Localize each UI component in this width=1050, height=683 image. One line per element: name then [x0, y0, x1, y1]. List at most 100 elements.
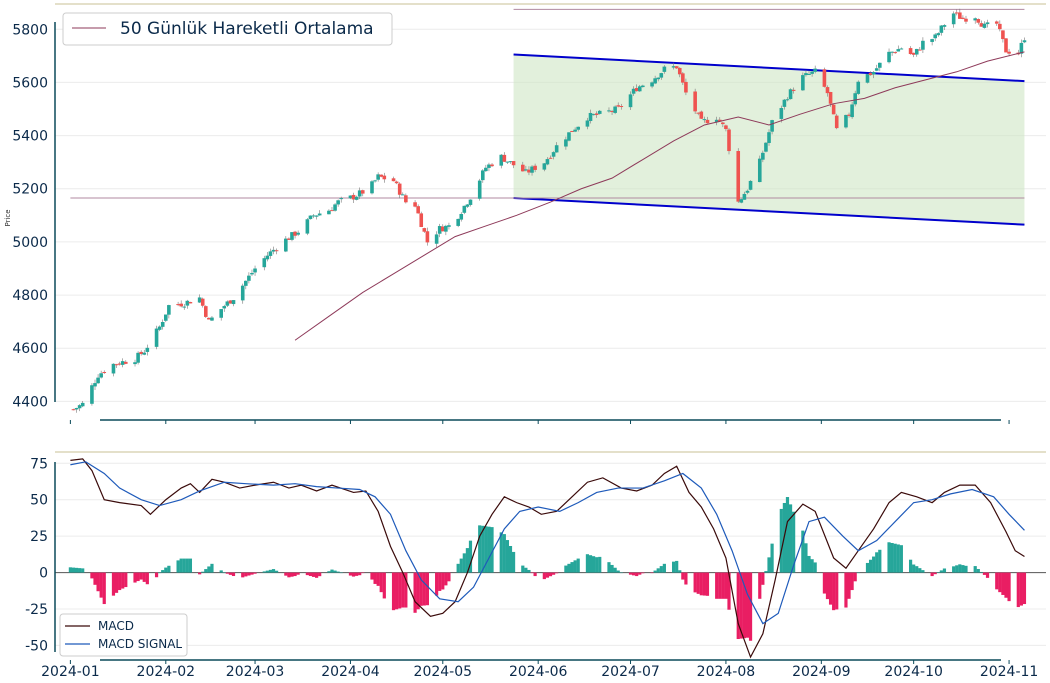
- macd-histogram-bar: [145, 572, 149, 585]
- macd-histogram-bar: [899, 545, 903, 573]
- candle-body: [887, 51, 891, 63]
- macd-legend-box: [59, 613, 188, 657]
- macd-histogram-bar: [918, 568, 922, 573]
- candle-body: [308, 215, 313, 220]
- macd-histogram-bar: [293, 572, 297, 577]
- macd-histogram-bar: [678, 570, 682, 573]
- macd-histogram-bar: [219, 570, 223, 573]
- macd-histogram-bar: [102, 572, 106, 605]
- macd-histogram-bar: [681, 572, 685, 580]
- macd-histogram-bar: [508, 545, 513, 573]
- macd-histogram-bar: [93, 572, 97, 585]
- candle-body: [154, 328, 159, 347]
- macd-histogram-bar: [591, 556, 596, 573]
- candle-body: [610, 111, 614, 113]
- price-tick-label: 4400: [12, 394, 48, 410]
- candle-body: [653, 78, 657, 84]
- candle-body: [524, 169, 528, 171]
- date-tick-label: 2024-05: [414, 664, 473, 680]
- candle-body: [502, 154, 507, 162]
- candle-body: [791, 89, 796, 91]
- candle-body: [404, 195, 408, 203]
- candle-body: [268, 251, 273, 256]
- candle-body: [160, 321, 165, 327]
- candle-body: [874, 68, 879, 71]
- macd-tick-label: 75: [30, 456, 48, 472]
- candle-body: [434, 234, 439, 244]
- macd-histogram-bar: [447, 572, 451, 582]
- candle-body: [71, 409, 76, 411]
- macd-histogram-bar: [228, 572, 233, 575]
- price-tick-label: 5400: [12, 129, 48, 145]
- candle-body: [271, 249, 276, 252]
- macd-histogram-bar: [887, 542, 891, 573]
- candle-body: [484, 167, 488, 172]
- macd-histogram-bar: [533, 572, 537, 577]
- candle-body: [761, 152, 765, 160]
- candle-body: [705, 119, 710, 124]
- candle-body: [554, 145, 559, 153]
- macd-histogram-bar: [801, 530, 805, 573]
- candle-body: [93, 383, 97, 387]
- macd-histogram-bar: [595, 557, 599, 573]
- candle-body: [576, 126, 580, 130]
- candle-body: [588, 112, 593, 122]
- macd-histogram-bar: [287, 572, 291, 578]
- macd-histogram-bar: [416, 572, 420, 610]
- candle-body: [1022, 40, 1027, 43]
- candle-body: [508, 161, 513, 163]
- macd-histogram-bar: [995, 572, 999, 590]
- candle-body: [834, 115, 839, 129]
- candle-body: [145, 347, 150, 352]
- candle-body: [573, 129, 577, 132]
- macd-histogram-bar: [71, 567, 76, 573]
- candle-body: [379, 174, 384, 177]
- macd-histogram-bar: [930, 572, 934, 577]
- candle-body: [228, 300, 233, 304]
- date-axis: 2024-01 2024-02 2024-03 2024-04 2024-05 2024-…: [41, 660, 1038, 680]
- candle-body: [785, 99, 790, 101]
- macd-histogram-bar: [444, 572, 448, 586]
- macd-lines: [70, 458, 1025, 659]
- macd-histogram-bar: [976, 569, 980, 573]
- macd-histogram-bar: [650, 572, 654, 574]
- candle-body: [219, 309, 223, 318]
- candle-body: [437, 226, 442, 234]
- candle-body: [801, 75, 805, 91]
- candle-body: [844, 114, 848, 128]
- candle-body: [542, 163, 547, 170]
- macd-histogram-bar: [376, 572, 380, 586]
- date-tick-label: 2024-03: [226, 664, 285, 680]
- macd-histogram-bar: [788, 504, 793, 573]
- candle-body: [210, 317, 214, 321]
- macd-histogram-bar: [318, 572, 322, 577]
- macd-histogram-bar: [250, 572, 254, 575]
- candle-body: [351, 194, 356, 200]
- macd-axis: -50 -25 0 25 50 75: [25, 456, 1001, 661]
- macd-histogram-bar: [198, 572, 202, 575]
- macd-histogram-bar: [373, 572, 377, 584]
- candle-body: [290, 232, 294, 240]
- candle-body: [911, 52, 916, 55]
- macd-histogram-bar: [610, 564, 614, 573]
- candle-body: [373, 180, 377, 182]
- candle-body: [545, 159, 550, 165]
- macd-histogram-bar: [176, 560, 180, 573]
- candle-body: [265, 255, 270, 260]
- candle-body: [871, 71, 876, 75]
- candle-body: [77, 405, 82, 409]
- macd-histogram-bar: [327, 571, 331, 573]
- candle-body: [659, 73, 664, 78]
- macd-histogram-bar: [490, 527, 494, 573]
- macd-histogram-bar: [505, 540, 510, 573]
- macd-histogram-bar: [121, 572, 125, 589]
- macd-histogram-bar: [404, 572, 408, 608]
- macd-histogram-bar: [511, 551, 516, 573]
- candle-body: [939, 25, 944, 33]
- macd-histogram-bar: [705, 572, 710, 596]
- macd-histogram-bar: [164, 567, 168, 573]
- candle-body: [942, 25, 947, 27]
- candle-body: [80, 402, 85, 407]
- candle-body: [274, 250, 279, 252]
